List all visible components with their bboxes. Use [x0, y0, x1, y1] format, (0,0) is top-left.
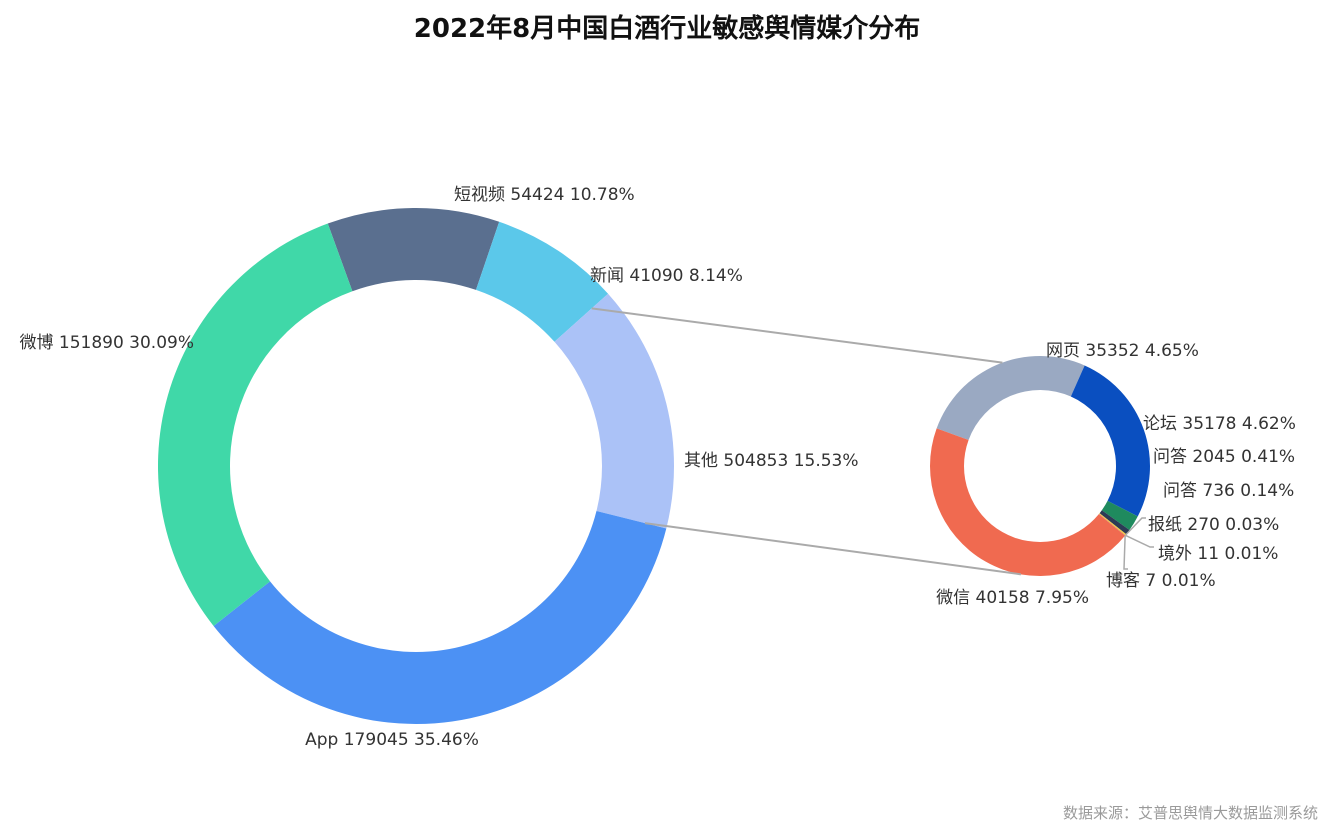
sub-slice-label-6: 博客 7 0.01%: [1106, 571, 1216, 591]
sub-slice-0: [936, 355, 1085, 441]
sub-slice-label-2: 问答 2045 0.41%: [1153, 447, 1295, 467]
chart-title: 2022年8月中国白酒行业敏感舆情媒介分布: [413, 14, 921, 44]
connector-line-1: [644, 522, 1022, 576]
sub-leader-line-6: [1123, 535, 1128, 570]
main-slice-label-0: 短视频 54424 10.78%: [454, 185, 635, 205]
sub-slice-label-1: 论坛 35178 4.62%: [1143, 414, 1296, 434]
main-slice-2: [554, 293, 674, 529]
connector-line-0: [591, 307, 1003, 364]
breakdown-connectors: [591, 307, 1022, 576]
sub-slice-5: [1098, 513, 1126, 536]
sub-slice-4: [1099, 513, 1127, 536]
main-slice-label-4: 微博 151890 30.09%: [19, 333, 194, 353]
sub-slice-2: [1101, 500, 1138, 530]
source-note: 数据来源：艾普思舆情大数据监测系统: [1062, 804, 1318, 822]
main-slice-4: [157, 223, 353, 626]
sub-slice-label-7: 微信 40158 7.95%: [936, 588, 1089, 608]
sub-slice-6: [1098, 514, 1126, 536]
main-slice-3: [213, 511, 667, 724]
sub-slice-3: [1099, 510, 1130, 535]
main-slice-label-1: 新闻 41090 8.14%: [590, 266, 743, 286]
sub-slice-label-0: 网页 35352 4.65%: [1046, 341, 1199, 361]
breakdown-donut: [930, 355, 1150, 576]
main-slice-1: [475, 221, 609, 342]
sub-slice-7: [930, 428, 1126, 576]
sub-slice-1: [1070, 365, 1150, 517]
sub-slice-label-3: 问答 736 0.14%: [1163, 481, 1294, 501]
main-slice-label-2: 其他 504853 15.53%: [684, 451, 859, 471]
slice-labels: 短视频 54424 10.78% 新闻 41090 8.14% 其他 504853 …: [19, 185, 1295, 750]
sub-leader-line-5: [1125, 534, 1154, 548]
sub-leader-line-4: [1125, 517, 1146, 536]
main-slice-0: [327, 208, 500, 292]
sub-slice-label-5: 境外 11 0.01%: [1158, 544, 1278, 564]
sub-slice-label-4: 报纸 270 0.03%: [1148, 515, 1279, 535]
main-slice-label-3: App 179045 35.46%: [305, 730, 479, 750]
main-donut: [157, 208, 674, 724]
